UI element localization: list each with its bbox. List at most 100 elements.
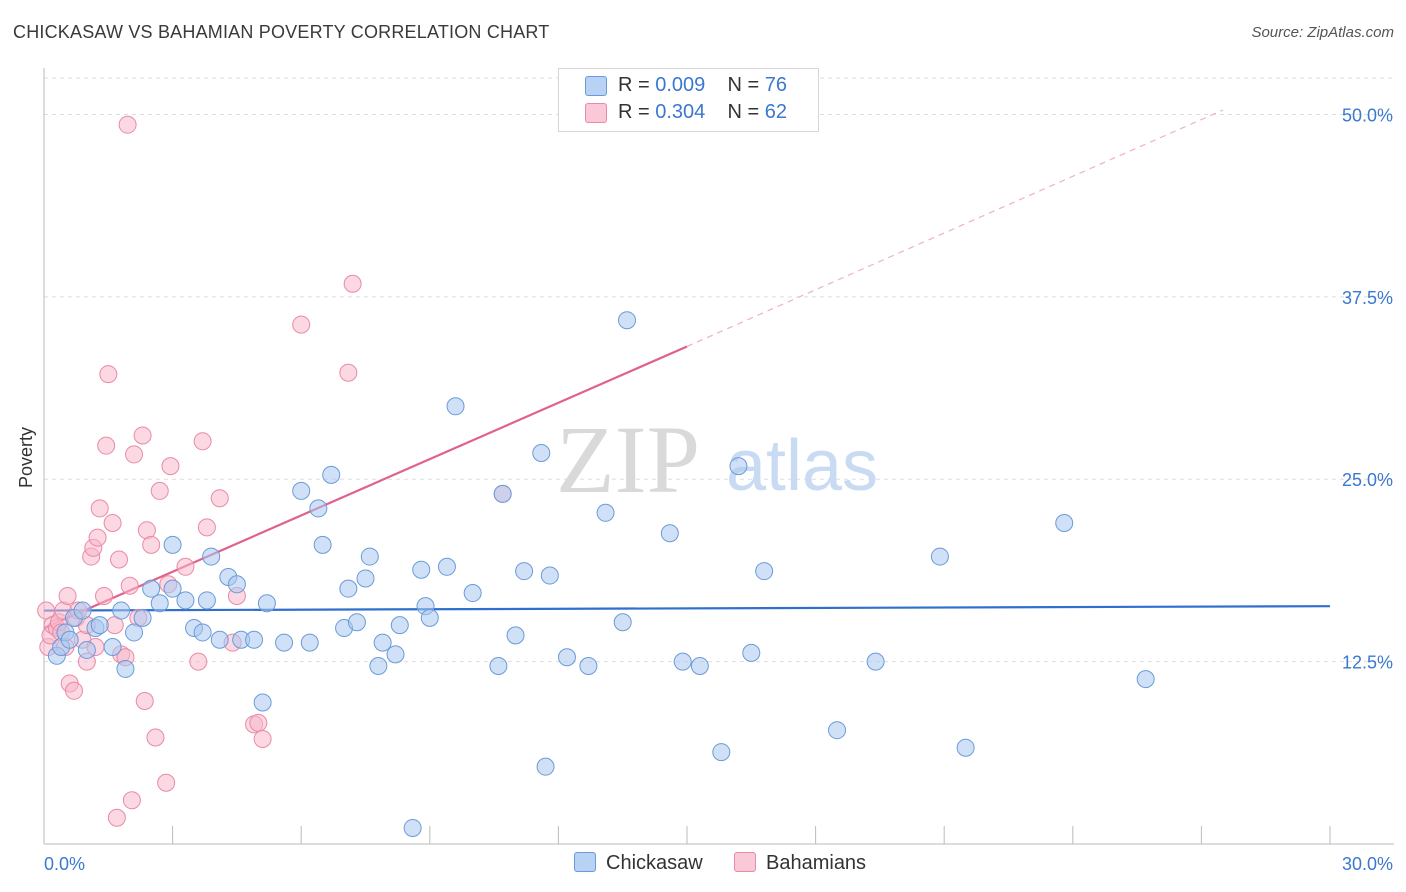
bahamian-point bbox=[133, 426, 152, 445]
chickasaw-swatch bbox=[574, 852, 596, 872]
chickasaw-point bbox=[356, 569, 375, 588]
chickasaw-point bbox=[176, 591, 195, 610]
bahamian-point bbox=[65, 681, 84, 700]
chickasaw-point bbox=[103, 638, 122, 657]
chickasaw-point bbox=[690, 656, 709, 675]
bahamian-point bbox=[146, 728, 165, 747]
bahamian-point bbox=[292, 315, 311, 334]
chickasaw-point bbox=[253, 693, 272, 712]
chickasaw-point bbox=[339, 579, 358, 598]
chickasaw-point bbox=[202, 547, 221, 566]
chickasaw-point bbox=[77, 640, 96, 659]
bahamian-point bbox=[253, 729, 272, 748]
chickasaw-point bbox=[403, 818, 422, 837]
chickasaw-point bbox=[1055, 514, 1074, 533]
chickasaw-point bbox=[660, 524, 679, 543]
bahamian-point bbox=[118, 115, 137, 134]
chickasaw-point bbox=[596, 503, 615, 522]
bahamian-point bbox=[157, 773, 176, 792]
chickasaw-point bbox=[613, 613, 632, 632]
bahamian-point bbox=[193, 432, 212, 451]
chickasaw-point bbox=[163, 535, 182, 554]
legend-r-label: R = bbox=[618, 101, 650, 123]
chickasaw-point bbox=[386, 645, 405, 664]
legend-n-label: N = bbox=[727, 74, 760, 96]
legend-r-value-chickasaw: 0.009 bbox=[655, 74, 706, 96]
chickasaw-point bbox=[532, 443, 551, 462]
bottom-legend-chickasaw: Chickasaw bbox=[574, 852, 703, 875]
chickasaw-point bbox=[712, 743, 731, 762]
bahamian-point bbox=[197, 518, 216, 537]
y-axis-label: Poverty bbox=[16, 426, 36, 488]
bahamian-trend-extension bbox=[686, 109, 1224, 348]
chickasaw-point bbox=[125, 623, 144, 642]
chickasaw-point bbox=[1136, 670, 1155, 689]
chickasaw-point bbox=[930, 547, 949, 566]
bahamian-point bbox=[135, 692, 154, 711]
y-tick-label: 12.5% bbox=[1342, 653, 1393, 673]
chickasaw-point bbox=[309, 499, 328, 518]
chickasaw-point bbox=[275, 633, 294, 652]
bahamians-swatch bbox=[585, 103, 607, 123]
chickasaw-point bbox=[245, 630, 264, 649]
trend-lines bbox=[43, 109, 1331, 630]
chickasaw-point bbox=[540, 566, 559, 585]
chickasaw-point bbox=[828, 721, 847, 740]
x-tick-label: 30.0% bbox=[1342, 854, 1393, 874]
chickasaw-point bbox=[493, 484, 512, 503]
legend-n-value-bahamians: 62 bbox=[764, 101, 788, 123]
watermark-zip: ZIP bbox=[556, 406, 700, 513]
chickasaw-point bbox=[116, 659, 135, 678]
chickasaw-point bbox=[390, 616, 409, 635]
bottom-legend-label-bahamians: Bahamians bbox=[766, 852, 867, 874]
y-tick-label: 25.0% bbox=[1342, 470, 1393, 490]
chickasaw-point bbox=[300, 633, 319, 652]
y-tick-label: 50.0% bbox=[1342, 105, 1393, 125]
chickasaw-point bbox=[489, 656, 508, 675]
chickasaw-point bbox=[257, 594, 276, 613]
bahamian-point bbox=[90, 499, 109, 518]
chickasaw-point bbox=[742, 643, 761, 662]
chickasaw-point bbox=[373, 633, 392, 652]
chickasaw-point bbox=[142, 579, 161, 598]
legend-r-label: R = bbox=[618, 74, 650, 96]
chickasaw-swatch bbox=[585, 76, 607, 96]
bahamian-point bbox=[142, 535, 161, 554]
legend-n-label: N = bbox=[727, 101, 760, 123]
bahamian-point bbox=[150, 481, 169, 500]
y-tick-label: 37.5% bbox=[1342, 288, 1393, 308]
bahamian-point bbox=[122, 791, 141, 810]
chickasaw-point bbox=[536, 757, 555, 776]
source-label: Source: ZipAtlas.com bbox=[1251, 24, 1394, 41]
chickasaw-point bbox=[506, 626, 525, 645]
axes bbox=[43, 68, 1394, 845]
chickasaw-point bbox=[437, 557, 456, 576]
chickasaw-point bbox=[557, 648, 576, 667]
chickasaw-point bbox=[90, 616, 109, 635]
bahamian-point bbox=[339, 363, 358, 382]
chickasaw-point bbox=[322, 465, 341, 484]
bahamian-point bbox=[176, 557, 195, 576]
bottom-legend-label-chickasaw: Chickasaw bbox=[606, 852, 703, 874]
legend-n-value-chickasaw: 76 bbox=[764, 74, 788, 96]
chickasaw-point bbox=[163, 579, 182, 598]
correlation-legend: R = 0.009 N = 76 R = 0.304 N = 62 bbox=[558, 68, 819, 132]
bahamian-point bbox=[249, 713, 268, 732]
chickasaw-point bbox=[617, 311, 636, 330]
bottom-legend-bahamians: Bahamians bbox=[734, 852, 866, 875]
bahamian-point bbox=[110, 550, 129, 569]
bahamian-point bbox=[189, 652, 208, 671]
bahamian-point bbox=[97, 436, 116, 455]
chickasaw-point bbox=[420, 608, 439, 627]
bahamian-point bbox=[161, 457, 180, 476]
bahamian-point bbox=[99, 365, 118, 384]
x-tick-label: 0.0% bbox=[44, 854, 85, 874]
chickasaw-point bbox=[150, 594, 169, 613]
chickasaw-point bbox=[60, 630, 79, 649]
chickasaw-point bbox=[73, 601, 92, 620]
bahamian-point bbox=[343, 274, 362, 293]
chickasaw-point bbox=[197, 591, 216, 610]
bahamian-point bbox=[107, 808, 126, 827]
chickasaw-point bbox=[210, 630, 229, 649]
